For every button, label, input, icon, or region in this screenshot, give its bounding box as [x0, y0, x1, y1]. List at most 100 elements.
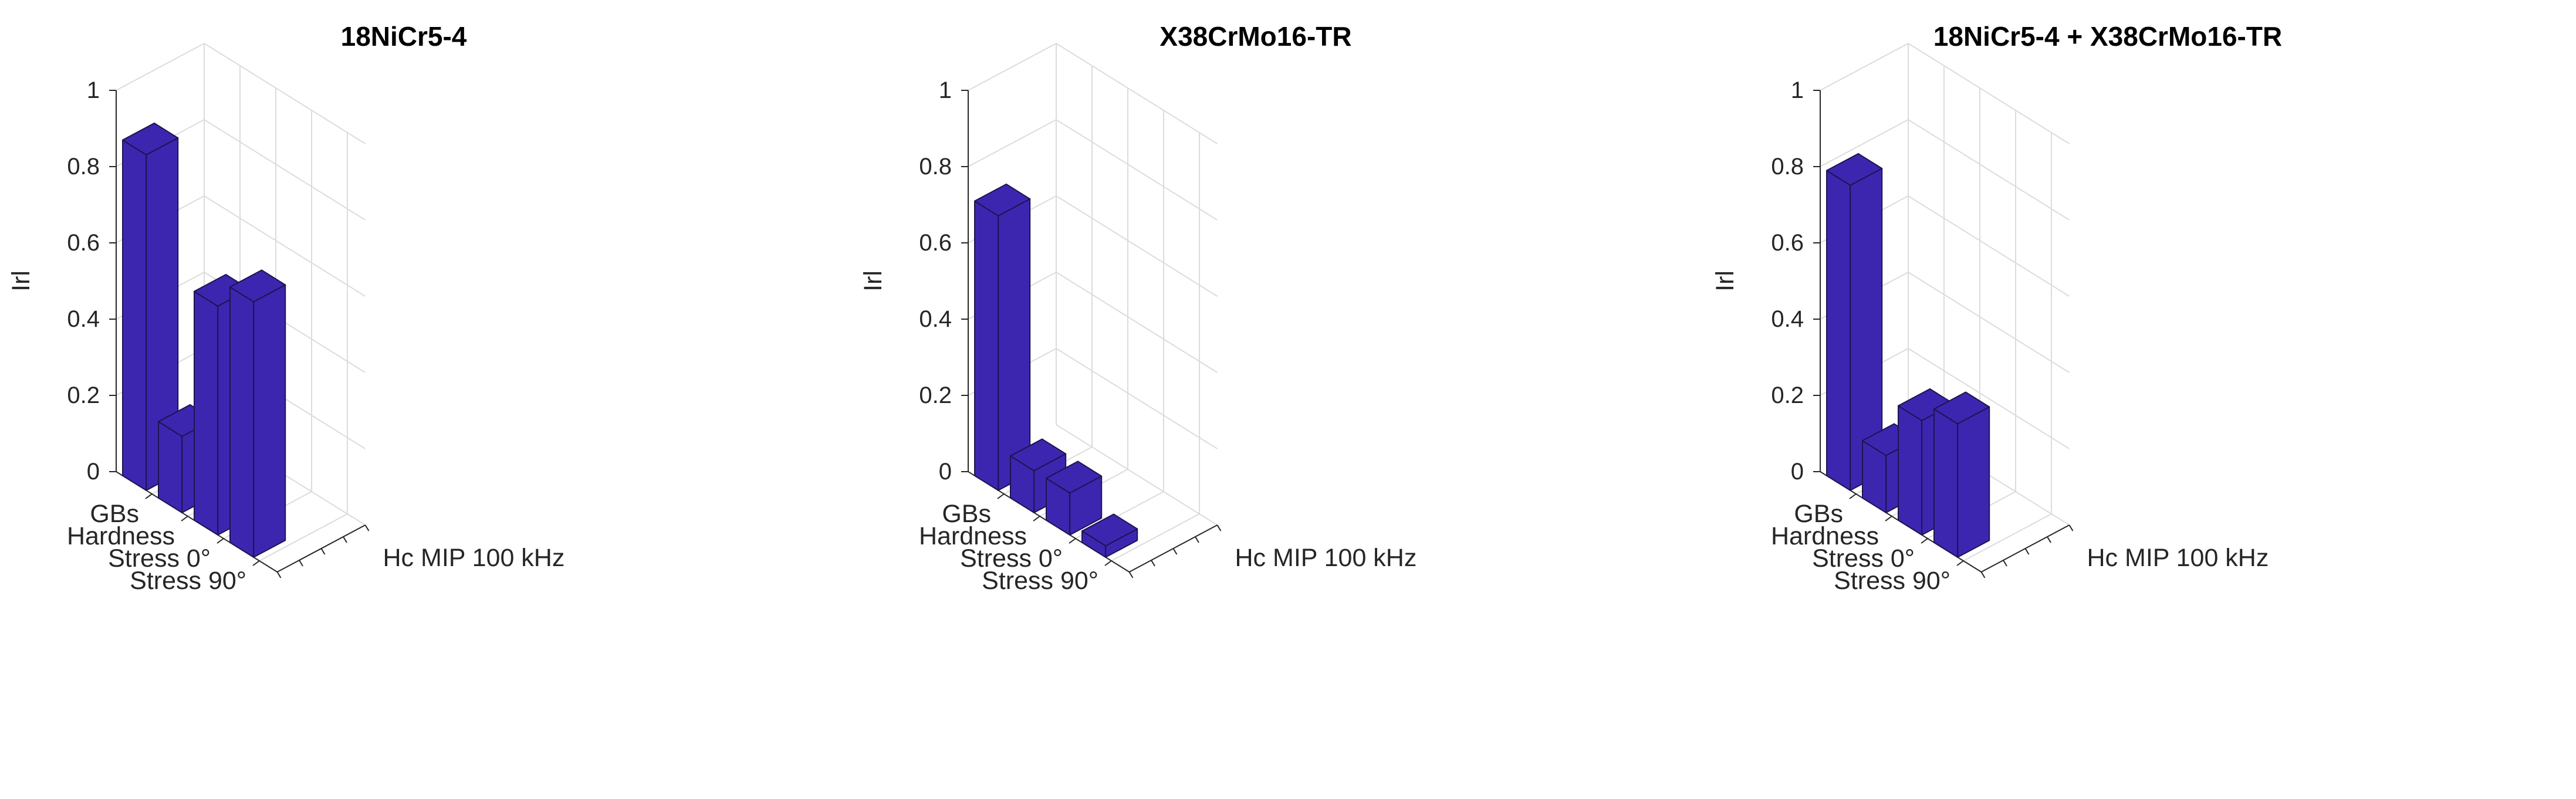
x-tick-mark — [1216, 524, 1222, 531]
x-tick-mark — [1980, 571, 1986, 578]
bar-front-face — [974, 200, 999, 491]
bar-front-face — [1826, 170, 1851, 491]
bar — [1933, 391, 1990, 558]
subplot-3: 18NiCr5-4 + X38CrMo16-TR Irl Hc MIP 100 … — [1711, 21, 2282, 595]
x-tick-mark — [2068, 524, 2074, 531]
z-tick-label: 0.4 — [919, 306, 952, 332]
bar-side-face — [253, 284, 286, 558]
bar-front-face — [1898, 405, 1923, 536]
x-tick-mark — [364, 524, 370, 531]
grid-line — [968, 119, 1057, 167]
category-label: Stress 0° — [960, 544, 1063, 573]
category-label: Stress 0° — [1812, 544, 1915, 573]
category-label: Stress 90° — [1834, 567, 1950, 595]
z-tick-label: 1 — [939, 77, 952, 103]
category-tick-mark — [1885, 516, 1892, 522]
x-tick-mark — [1195, 536, 1199, 543]
z-tick-label: 0.2 — [1771, 382, 1804, 408]
category-label: Stress 90° — [130, 567, 246, 595]
chart-title: 18NiCr5-4 — [341, 21, 467, 52]
chart-title: 18NiCr5-4 + X38CrMo16-TR — [1933, 21, 2282, 52]
category-tick-mark — [145, 493, 153, 499]
z-ticks: 0 0.2 0.4 0.6 0.8 1 — [919, 77, 952, 485]
z-tick-label: 0.8 — [1771, 154, 1804, 180]
grid-line — [204, 119, 366, 221]
category-label: Hardness — [67, 522, 175, 550]
grid-line — [1820, 119, 1909, 167]
bar-top-face — [1933, 391, 1990, 425]
z-axis-label: Irl — [7, 270, 35, 292]
grid-line — [1908, 272, 2070, 373]
bar-top-face — [1010, 438, 1067, 472]
category-label: Stress 90° — [982, 567, 1098, 595]
bar-front-face — [158, 421, 183, 513]
category-tick-mark — [1921, 538, 1928, 544]
bar-front-face — [1933, 408, 1959, 558]
x-tick-mark — [2047, 536, 2051, 543]
grid-line — [1056, 195, 1218, 297]
bar-top-face — [122, 123, 179, 155]
bar-top-face — [1826, 153, 1883, 186]
bar — [1826, 153, 1883, 491]
z-tick-label: 0.8 — [919, 154, 952, 180]
x-tick-mark — [2003, 560, 2007, 567]
z-tick-label: 0 — [87, 459, 100, 485]
z-tick-label: 0.6 — [1771, 230, 1804, 256]
bar-front-face — [229, 286, 255, 558]
z-tick-label: 0.6 — [67, 230, 100, 256]
bar-top-face — [229, 269, 286, 303]
grid-line — [204, 43, 366, 144]
grid-line — [1111, 513, 1200, 561]
category-labels: GBs Hardness Stress 0° Stress 90° — [919, 500, 1098, 595]
category-label: GBs — [1794, 500, 1843, 528]
category-label: GBs — [90, 500, 139, 528]
grid-line — [1056, 119, 1218, 221]
x-tick-mark — [2024, 548, 2030, 555]
grid-line — [259, 513, 348, 561]
z-tick-label: 0.4 — [1771, 306, 1804, 332]
category-tick-mark — [1104, 560, 1112, 566]
x-tick-mark — [343, 536, 347, 543]
category-label: GBs — [942, 500, 991, 528]
z-tick-label: 0.6 — [919, 230, 952, 256]
z-tick-label: 0.8 — [67, 154, 100, 180]
bar-front-face — [194, 290, 219, 536]
x-axis-label: Hc MIP 100 kHz — [1235, 544, 1417, 572]
bar-side-face — [998, 198, 1031, 491]
category-tick-mark — [997, 493, 1005, 499]
category-label: Hardness — [1771, 522, 1879, 550]
z-tick-label: 0 — [1791, 459, 1804, 485]
grid-line — [116, 43, 205, 91]
bars — [122, 123, 286, 558]
bar-side-face — [1957, 406, 1990, 558]
bar — [1046, 461, 1103, 536]
z-ticks: 0 0.2 0.4 0.6 0.8 1 — [1771, 77, 1804, 485]
bar — [1081, 513, 1138, 558]
subplot-2: X38CrMo16-TR Irl Hc MIP 100 kHz 0 0.2 0.… — [859, 21, 1417, 595]
grid-line — [1908, 348, 2070, 449]
z-tick-label: 0.4 — [67, 306, 100, 332]
bar — [974, 184, 1031, 491]
x-axis-label: Hc MIP 100 kHz — [2087, 544, 2269, 572]
category-labels: GBs Hardness Stress 0° Stress 90° — [67, 500, 246, 595]
category-tick-mark — [1069, 538, 1076, 544]
z-tick-label: 1 — [1791, 77, 1804, 103]
x-tick-mark — [1172, 548, 1178, 555]
bar-top-face — [974, 184, 1031, 216]
z-axis-label: Irl — [859, 270, 887, 292]
grid-line — [1908, 195, 2070, 297]
z-ticks: 0 0.2 0.4 0.6 0.8 1 — [67, 77, 100, 485]
grid-lines — [968, 43, 1218, 561]
x-tick-mark — [1128, 571, 1134, 578]
grid-line — [1963, 513, 2052, 561]
chart-title: X38CrMo16-TR — [1159, 21, 1351, 52]
grid-line — [1056, 348, 1218, 449]
x-axis-label: Hc MIP 100 kHz — [383, 544, 565, 572]
grid-line — [1908, 43, 2070, 144]
grid-line — [1056, 43, 1218, 144]
bar — [229, 269, 286, 558]
x-tick-mark — [1151, 560, 1155, 567]
x-tick-mark — [299, 560, 303, 567]
grid-line — [968, 43, 1057, 91]
